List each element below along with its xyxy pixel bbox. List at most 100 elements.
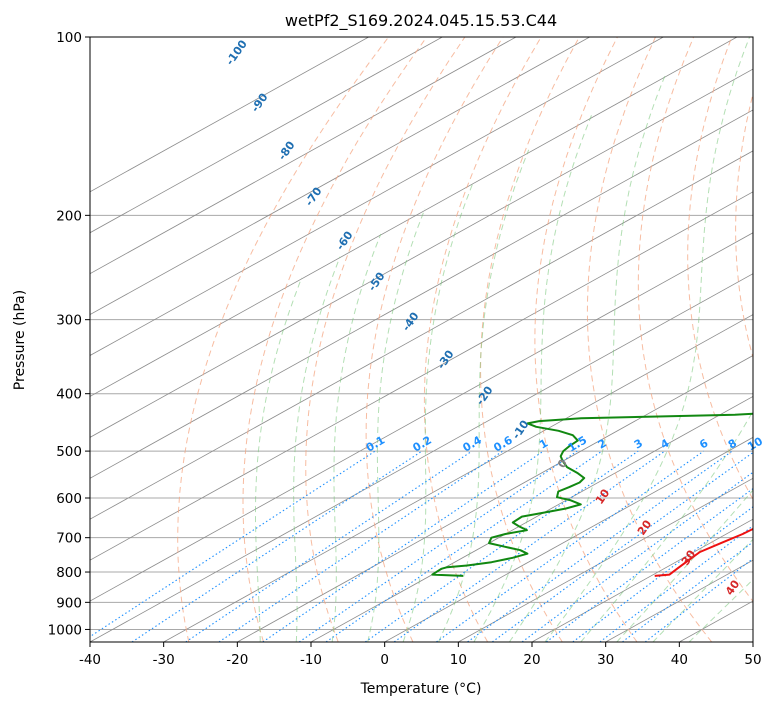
mixing-ratio-line: [393, 450, 666, 642]
isotherm-line: [90, 37, 517, 275]
mixing-ratio-line: [298, 450, 578, 642]
moist-adiabat-line: [473, 114, 593, 642]
isotherm-line: [458, 477, 753, 642]
isotherm-line: [531, 518, 753, 642]
y-tick-label: 1000: [48, 622, 82, 638]
x-tick-label: 30: [597, 652, 614, 668]
isotherm-line: [90, 232, 753, 602]
moist-adiabat-line: [544, 37, 751, 642]
mixing-ratio-line: [436, 450, 704, 642]
x-axis: -40 -30 -20 -10 0 10 20 30 40 50: [79, 642, 762, 668]
mixing-ratio-line: [364, 450, 639, 642]
y-tick-label: 600: [56, 491, 82, 507]
x-tick-label: 20: [523, 652, 540, 668]
dry-adiabat-line: [586, 37, 713, 642]
x-tick-label: 10: [450, 652, 467, 668]
dry-adiabat-label: -30: [435, 348, 457, 372]
x-tick-label: 50: [744, 652, 761, 668]
mixing-ratio-line: [467, 450, 733, 642]
x-axis-label: Temperature (°C): [360, 681, 482, 697]
temperature-profile-line: [654, 527, 753, 577]
isotherm-line: [90, 37, 590, 316]
mixing-ratio-label: 6: [697, 436, 710, 451]
line-labels: 0.1 0.2 0.4 0.6 1 1.5 2 3 4 6 8 10-100-90-80-70-60-…: [223, 37, 765, 597]
mixing-ratio-line: [131, 450, 423, 642]
dry-adiabat-label: -20: [474, 384, 496, 408]
moist-adiabat-line: [293, 256, 341, 642]
y-tick-label: 900: [56, 595, 82, 611]
mixing-ratio-line: [644, 557, 753, 642]
mixing-ratio-line: [218, 450, 504, 642]
isotherm-line: [90, 191, 753, 561]
isotherm-line: [310, 395, 753, 642]
dry-adiabat-label: -50: [366, 270, 388, 294]
x-tick-label: -10: [300, 652, 322, 668]
isotherm-line: [90, 68, 753, 438]
mixing-ratio-line: [521, 471, 753, 642]
y-tick-label: 500: [56, 444, 82, 460]
mixing-ratio-line: [90, 450, 376, 638]
moist-adiabat-line: [402, 180, 475, 642]
dry-adiabat-line: [687, 37, 753, 501]
y-axis: 100 200 300 400 500 600 700 800 900 1000: [48, 30, 90, 638]
mixing-ratio-label: 2: [596, 437, 609, 452]
isotherm-line: [237, 355, 753, 642]
mixing-ratio-line: [622, 541, 753, 642]
dry-adiabat-line: [480, 37, 580, 642]
x-tick-label: -40: [79, 652, 101, 668]
isotherm-line: [90, 109, 753, 479]
isotherm-line: [679, 600, 753, 642]
x-tick-label: 40: [671, 652, 688, 668]
isotherm-line: [90, 150, 753, 520]
dry-adiabat-label: -80: [276, 139, 298, 163]
y-tick-label: 200: [56, 208, 82, 224]
dry-adiabat-label: -100: [223, 37, 250, 67]
x-tick-label: -30: [153, 652, 175, 668]
dry-adiabat-line: [423, 37, 542, 642]
profiles: [431, 412, 753, 577]
y-tick-label: 300: [56, 313, 82, 329]
dry-adiabat-label: -60: [334, 229, 356, 253]
x-tick-label: 0: [380, 652, 389, 668]
mixing-ratio-line: [491, 451, 753, 642]
dry-adiabat-label: -90: [249, 91, 271, 115]
y-tick-label: 800: [56, 565, 82, 581]
dry-adiabat-line: [637, 37, 753, 603]
background-lines: [90, 37, 753, 642]
moist-adiabat-line: [255, 277, 303, 642]
mixing-ratio-line: [325, 450, 603, 642]
moist-adiabat-line: [688, 578, 753, 642]
moist-adiabat-line: [331, 233, 382, 642]
moist-adiabat-line: [652, 538, 753, 642]
moist-adiabat-line: [580, 409, 753, 642]
mixing-ratio-line: [185, 450, 473, 642]
dry-adiabat-label: 10: [593, 486, 613, 506]
dry-adiabat-label: 40: [723, 577, 743, 597]
isotherm-line: [90, 273, 753, 642]
dry-adiabat-line: [735, 91, 753, 360]
dry-adiabat-line: [177, 37, 389, 642]
dry-adiabat-line: [365, 37, 504, 642]
isotherm-line: [90, 37, 738, 397]
mixing-ratio-label: 3: [632, 437, 645, 452]
y-tick-label: 700: [56, 531, 82, 547]
dry-adiabat-label: -40: [400, 310, 422, 334]
isotherm-line: [90, 37, 664, 356]
isotherm-line: [163, 314, 753, 642]
dry-adiabat-label: -10: [510, 418, 532, 442]
dry-adiabat-line: [534, 37, 638, 642]
mixing-ratio-line: [599, 525, 753, 642]
y-tick-label: 100: [56, 30, 82, 46]
moist-adiabat-line: [367, 208, 426, 642]
plot-frame: [89, 36, 754, 643]
y-tick-label: 400: [56, 387, 82, 403]
dewpoint-profile-line: [431, 412, 753, 577]
isotherm-line: [752, 641, 753, 642]
chart-title: wetPf2_S169.2024.045.15.53.C44: [285, 11, 557, 31]
isotherm-line: [90, 37, 443, 234]
moist-adiabat-line: [438, 149, 530, 642]
dry-adiabat-line: [305, 37, 466, 642]
y-axis-label: Pressure (hPa): [12, 290, 28, 390]
x-tick-label: -20: [226, 652, 248, 668]
